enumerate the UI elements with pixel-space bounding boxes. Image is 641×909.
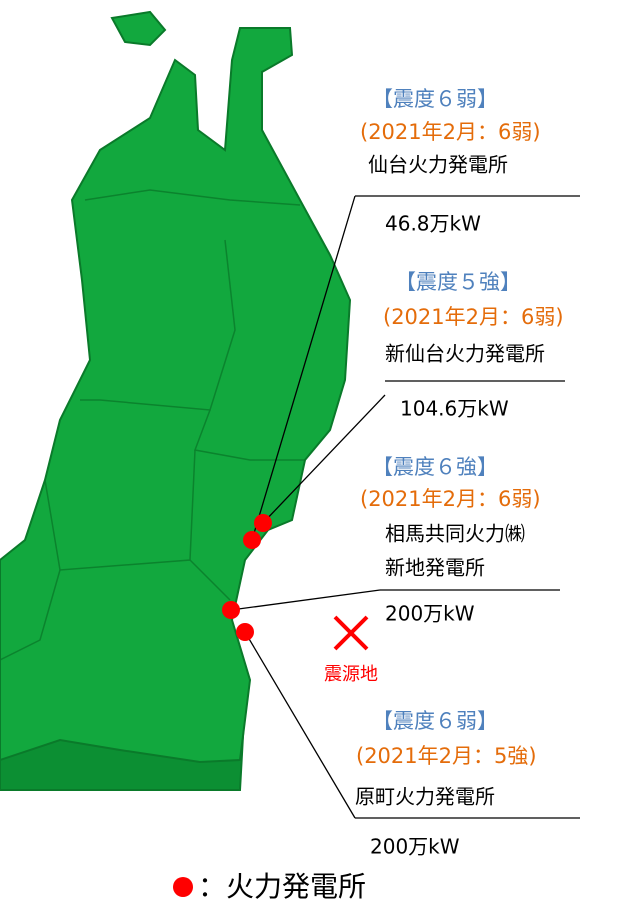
boundary — [44, 449, 196, 571]
boundary — [0, 559, 231, 661]
previous-intensity: (2021年2月：5強) — [356, 744, 537, 768]
capacity: 200万kW — [385, 602, 475, 626]
previous-intensity: (2021年2月：6弱) — [360, 120, 541, 144]
plant-name: 原町火力発電所 — [355, 785, 495, 809]
plant-dot — [222, 601, 240, 619]
plant-name: 新仙台火力発電所 — [385, 342, 545, 366]
tohoku — [0, 27, 352, 764]
leader-line — [244, 631, 356, 819]
capacity: 200万kW — [370, 835, 460, 859]
plant-name: 相馬共同火力㈱ — [385, 522, 525, 546]
leader-line — [230, 589, 381, 611]
plants — [222, 514, 272, 641]
plant-dot — [236, 623, 254, 641]
land — [0, 10, 352, 791]
plant-name: 新地発電所 — [385, 556, 485, 580]
boundary — [193, 409, 305, 461]
leader-line — [251, 195, 356, 541]
leaders — [230, 195, 580, 819]
epicenter-mark — [333, 615, 369, 651]
legend-dot — [173, 877, 193, 897]
intensity: 【震度６弱】 — [372, 709, 498, 733]
leader-line — [262, 394, 386, 524]
intensity: 【震度６弱】 — [372, 87, 498, 111]
island — [110, 10, 167, 47]
previous-intensity: (2021年2月：6弱) — [383, 305, 564, 329]
intensity: 【震度５強】 — [395, 270, 521, 294]
legend-label: ：火力発電所 — [198, 870, 366, 903]
epicenter-label: 震源地 — [324, 664, 378, 685]
plant-name: 仙台火力発電所 — [368, 153, 508, 177]
plant-dot — [243, 531, 261, 549]
boundary — [84, 189, 301, 206]
boundaries — [0, 189, 305, 661]
capacity: 46.8万kW — [385, 212, 481, 236]
previous-intensity: (2021年2月：6弱) — [360, 487, 541, 511]
plant-dot — [254, 514, 272, 532]
intensity: 【震度６強】 — [372, 455, 498, 479]
capacity: 104.6万kW — [400, 397, 509, 421]
cross — [333, 615, 369, 651]
